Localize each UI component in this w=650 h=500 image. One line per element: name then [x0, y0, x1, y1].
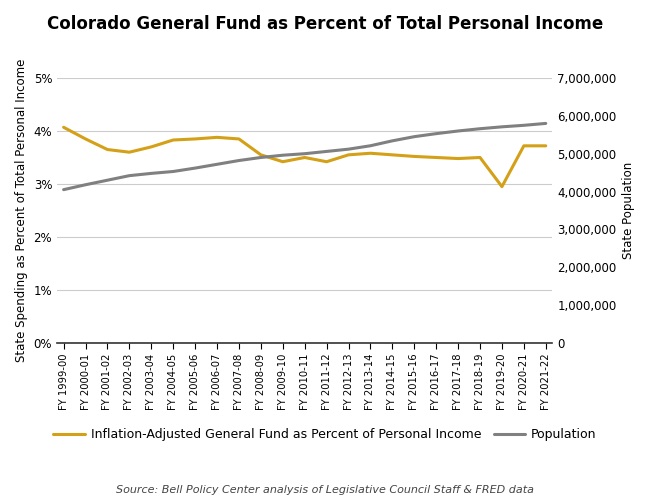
Population	[60, 186, 68, 192]
Inflation-Adjusted General Fund as Percent of Personal Income	[148, 144, 155, 150]
Population	[520, 122, 528, 128]
Inflation-Adjusted General Fund as Percent of Personal Income	[279, 158, 287, 164]
Population	[257, 154, 265, 160]
Population	[542, 120, 550, 126]
Line: Population: Population	[64, 124, 546, 190]
Population	[322, 148, 330, 154]
Population	[432, 130, 440, 136]
Inflation-Adjusted General Fund as Percent of Personal Income	[498, 184, 506, 190]
Text: Colorado General Fund as Percent of Total Personal Income: Colorado General Fund as Percent of Tota…	[47, 15, 603, 33]
Y-axis label: State Spending as Percent of Total Personal Income: State Spending as Percent of Total Perso…	[15, 59, 28, 362]
Inflation-Adjusted General Fund as Percent of Personal Income	[432, 154, 440, 160]
Inflation-Adjusted General Fund as Percent of Personal Income	[125, 149, 133, 155]
Population	[235, 158, 243, 164]
Line: Inflation-Adjusted General Fund as Percent of Personal Income: Inflation-Adjusted General Fund as Perce…	[64, 128, 546, 186]
Population	[367, 143, 374, 149]
Inflation-Adjusted General Fund as Percent of Personal Income	[82, 136, 90, 142]
Population	[148, 170, 155, 176]
Population	[213, 162, 221, 168]
Inflation-Adjusted General Fund as Percent of Personal Income	[60, 124, 68, 130]
Inflation-Adjusted General Fund as Percent of Personal Income	[191, 136, 199, 142]
Inflation-Adjusted General Fund as Percent of Personal Income	[257, 152, 265, 158]
Inflation-Adjusted General Fund as Percent of Personal Income	[235, 136, 243, 142]
Population	[476, 126, 484, 132]
Inflation-Adjusted General Fund as Percent of Personal Income	[322, 158, 330, 164]
Population	[169, 168, 177, 174]
Population	[301, 150, 309, 156]
Inflation-Adjusted General Fund as Percent of Personal Income	[454, 156, 462, 162]
Inflation-Adjusted General Fund as Percent of Personal Income	[410, 154, 418, 160]
Population	[344, 146, 352, 152]
Population	[454, 128, 462, 134]
Population	[498, 124, 506, 130]
Inflation-Adjusted General Fund as Percent of Personal Income	[344, 152, 352, 158]
Inflation-Adjusted General Fund as Percent of Personal Income	[542, 143, 550, 149]
Population	[279, 152, 287, 158]
Inflation-Adjusted General Fund as Percent of Personal Income	[476, 154, 484, 160]
Text: Source: Bell Policy Center analysis of Legislative Council Staff & FRED data: Source: Bell Policy Center analysis of L…	[116, 485, 534, 495]
Inflation-Adjusted General Fund as Percent of Personal Income	[301, 154, 309, 160]
Population	[82, 182, 90, 188]
Inflation-Adjusted General Fund as Percent of Personal Income	[169, 137, 177, 143]
Inflation-Adjusted General Fund as Percent of Personal Income	[103, 146, 111, 152]
Inflation-Adjusted General Fund as Percent of Personal Income	[213, 134, 221, 140]
Inflation-Adjusted General Fund as Percent of Personal Income	[389, 152, 396, 158]
Legend: Inflation-Adjusted General Fund as Percent of Personal Income, Population: Inflation-Adjusted General Fund as Perce…	[48, 423, 602, 446]
Inflation-Adjusted General Fund as Percent of Personal Income	[367, 150, 374, 156]
Population	[389, 138, 396, 144]
Inflation-Adjusted General Fund as Percent of Personal Income	[520, 143, 528, 149]
Y-axis label: State Population: State Population	[622, 162, 635, 259]
Population	[103, 177, 111, 183]
Population	[410, 134, 418, 140]
Population	[191, 165, 199, 171]
Population	[125, 172, 133, 178]
